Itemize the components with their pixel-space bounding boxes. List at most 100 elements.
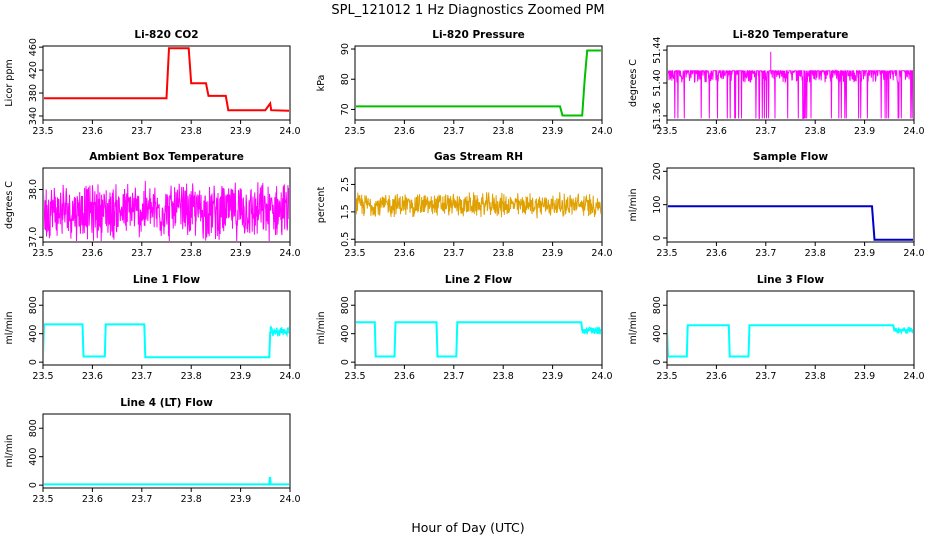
y-tick-label: 0 xyxy=(652,235,663,241)
series-noise xyxy=(581,326,601,336)
x-tick-label: 23.6 xyxy=(706,126,727,137)
x-tick-label: 23.7 xyxy=(755,126,776,137)
y-axis-label: degrees C xyxy=(628,59,639,107)
x-tick-label: 23.6 xyxy=(82,494,103,505)
plot-frame xyxy=(42,167,291,243)
x-tick-label: 24.0 xyxy=(279,126,300,137)
y-tick-label: 0 xyxy=(652,359,663,365)
x-tick-label: 24.0 xyxy=(591,371,612,382)
x-tick-label: 23.6 xyxy=(706,248,727,259)
plot-area xyxy=(44,180,289,241)
panel-1: Li-820 CO2 23.5 23.6 23.7 23.8 23.9 24.0 340 380… xyxy=(4,29,301,137)
y-tick-label: 100 xyxy=(652,196,663,214)
plot-frame xyxy=(666,167,915,243)
x-tick-label: 24.0 xyxy=(903,248,924,259)
panel-title: Ambient Box Temperature xyxy=(89,151,244,163)
plot-area xyxy=(356,49,601,117)
y-axis-label: ml/min xyxy=(4,434,15,467)
panel-6: Sample Flow 23.5 23.6 23.7 23.8 23.9 24.0 0 100 2… xyxy=(628,151,925,259)
plot-frame xyxy=(42,413,291,489)
y-tick-label: 380 xyxy=(28,84,39,102)
x-tick-label: 23.7 xyxy=(131,126,152,137)
plot-area xyxy=(44,47,289,112)
x-tick-label: 23.5 xyxy=(32,371,53,382)
series-line xyxy=(668,324,913,358)
plot-frame xyxy=(354,167,603,243)
y-tick-label: 51.44 xyxy=(652,37,663,64)
y-tick-label: 0 xyxy=(340,359,351,365)
y-tick-label: 400 xyxy=(28,448,39,466)
panel-title: Line 1 Flow xyxy=(133,274,200,286)
x-tick-label: 23.8 xyxy=(805,126,826,137)
y-tick-label: 340 xyxy=(28,107,39,125)
x-tick-label: 23.8 xyxy=(181,371,202,382)
y-tick-label: 800 xyxy=(340,296,351,314)
x-tick-label: 24.0 xyxy=(903,126,924,137)
y-tick-label: 400 xyxy=(340,325,351,343)
panel-9: Line 3 Flow 23.5 23.6 23.7 23.8 23.9 24.0 0 400 8… xyxy=(628,274,925,382)
y-tick-label: 400 xyxy=(652,325,663,343)
y-tick-label: 800 xyxy=(652,296,663,314)
x-tick-label: 23.7 xyxy=(131,248,152,259)
series-line xyxy=(44,180,289,241)
panel-10: Line 4 (LT) Flow 23.5 23.6 23.7 23.8 23.9 24.0… xyxy=(4,397,301,505)
x-tick-label: 23.5 xyxy=(32,248,53,259)
figure-x-axis-label: Hour of Day (UTC) xyxy=(411,520,524,535)
x-tick-label: 23.7 xyxy=(755,248,776,259)
plot-frame xyxy=(42,45,291,121)
plot-frame xyxy=(666,290,915,366)
x-tick-label: 23.6 xyxy=(394,126,415,137)
figure-title: SPL_121012 1 Hz Diagnostics Zoomed PM xyxy=(331,3,604,18)
plot-area xyxy=(356,321,601,358)
panel-3: Li-820 Temperature 23.5 23.6 23.7 23.8 23.9 24… xyxy=(628,29,925,137)
x-tick-label: 23.8 xyxy=(493,248,514,259)
x-tick-label: 23.9 xyxy=(854,126,875,137)
y-axis-label: ml/min xyxy=(316,311,327,344)
x-tick-label: 23.6 xyxy=(394,248,415,259)
x-tick-label: 23.9 xyxy=(854,371,875,382)
panel-title: Li-820 Pressure xyxy=(432,29,525,41)
series-noise xyxy=(893,326,913,336)
y-tick-label: 0 xyxy=(28,482,39,488)
x-tick-label: 23.7 xyxy=(443,126,464,137)
panel-4: Ambient Box Temperature 23.5 23.6 23.7 23.8 2… xyxy=(4,151,301,259)
x-tick-label: 23.5 xyxy=(656,371,677,382)
plot-frame xyxy=(666,45,915,121)
x-tick-label: 23.9 xyxy=(230,126,251,137)
panel-title: Line 4 (LT) Flow xyxy=(120,397,213,409)
x-tick-label: 23.9 xyxy=(230,371,251,382)
x-tick-label: 23.5 xyxy=(344,248,365,259)
x-tick-label: 23.6 xyxy=(82,248,103,259)
x-tick-label: 23.7 xyxy=(443,371,464,382)
series-line xyxy=(356,321,601,358)
y-tick-label: 0.5 xyxy=(340,232,351,247)
y-tick-label: 80 xyxy=(340,73,351,85)
x-tick-label: 23.8 xyxy=(181,494,202,505)
y-axis-label: kPa xyxy=(316,75,327,92)
panel-title: Li-820 CO2 xyxy=(134,29,198,41)
plot-area xyxy=(44,323,289,359)
x-tick-label: 23.8 xyxy=(493,126,514,137)
x-tick-label: 23.7 xyxy=(131,494,152,505)
series-line xyxy=(44,477,289,486)
plot-area xyxy=(668,205,913,241)
x-tick-label: 23.7 xyxy=(755,371,776,382)
x-tick-label: 23.9 xyxy=(230,494,251,505)
y-tick-label: 200 xyxy=(652,162,663,180)
series-line xyxy=(356,49,601,117)
x-tick-label: 24.0 xyxy=(279,248,300,259)
plot-frame xyxy=(354,290,603,366)
y-tick-label: 420 xyxy=(28,61,39,79)
x-tick-label: 23.6 xyxy=(82,126,103,137)
y-tick-label: 1.5 xyxy=(340,204,351,219)
x-tick-label: 23.5 xyxy=(32,126,53,137)
y-tick-label: 37.0 xyxy=(28,227,39,248)
x-tick-label: 23.9 xyxy=(542,371,563,382)
x-tick-label: 23.5 xyxy=(32,494,53,505)
x-tick-label: 24.0 xyxy=(903,371,924,382)
x-tick-label: 23.8 xyxy=(805,248,826,259)
y-tick-label: 0 xyxy=(28,359,39,365)
y-tick-label: 38.0 xyxy=(28,179,39,200)
x-tick-label: 23.6 xyxy=(82,371,103,382)
